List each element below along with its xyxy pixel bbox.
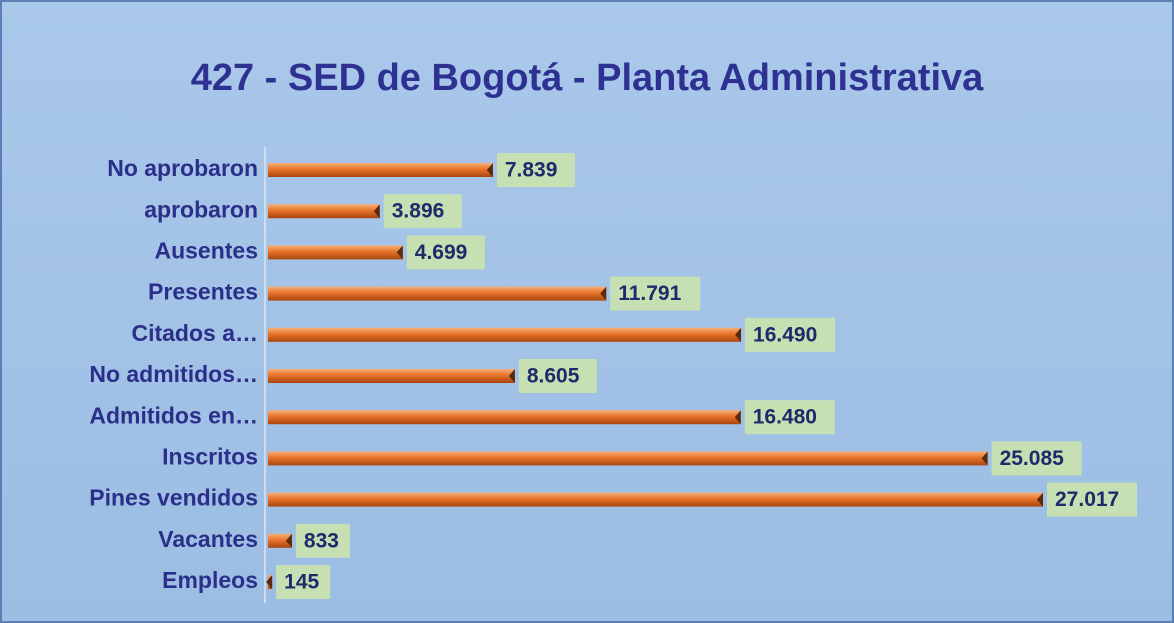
bar-end [508,369,515,383]
value-label: 16.490 [753,323,817,346]
value-label-box [1047,482,1137,517]
value-label: 16.480 [753,406,817,429]
bar-end [373,204,380,219]
bar-end [735,327,742,342]
bar-end [396,245,403,260]
bar [268,492,1043,507]
bar-end [600,286,607,301]
bar-end [486,163,493,177]
category-label: Admitidos en… [89,402,258,428]
bar-end [285,533,292,548]
bar-end [981,451,988,466]
value-label: 3.896 [392,200,445,223]
category-label: Presentes [148,279,258,305]
value-label-box [295,523,350,558]
category-label: Empleos [162,567,258,593]
value-label: 833 [304,529,339,552]
bar [268,533,292,548]
category-label: No admitidos… [89,361,258,387]
value-label: 25.085 [1000,447,1065,470]
value-label-box [406,235,485,270]
value-label: 27.017 [1055,488,1119,511]
bar-end [734,410,741,425]
bar [268,369,515,383]
category-label: Vacantes [158,526,258,552]
value-label-box [991,441,1082,476]
value-label: 8.605 [527,365,580,388]
bar [268,410,741,425]
value-label-box [610,276,701,311]
bar [268,245,403,260]
value-label: 7.839 [505,159,558,182]
category-label: Citados a… [131,320,258,346]
bar [268,163,493,177]
bar [268,327,742,342]
value-label: 4.699 [415,241,468,264]
category-label: Ausentes [154,237,258,263]
value-label: 11.791 [618,282,681,305]
value-label-box [383,194,462,229]
value-label-box [518,359,597,393]
category-label: aprobaron [144,196,258,222]
value-label-box [496,153,575,187]
value-label-box [276,565,331,599]
bar-end [1037,492,1043,507]
bar-end [266,575,273,589]
category-label: Pines vendidos [89,485,258,511]
category-label: Inscritos [162,443,258,469]
bar [268,451,988,466]
value-label: 145 [284,571,319,594]
value-label-box [745,317,836,352]
value-label-box [744,400,835,435]
bar [268,204,380,219]
bar [268,286,607,301]
category-label: No aprobaron [107,155,258,181]
chart-title: 427 - SED de Bogotá - Planta Administrat… [191,57,984,99]
